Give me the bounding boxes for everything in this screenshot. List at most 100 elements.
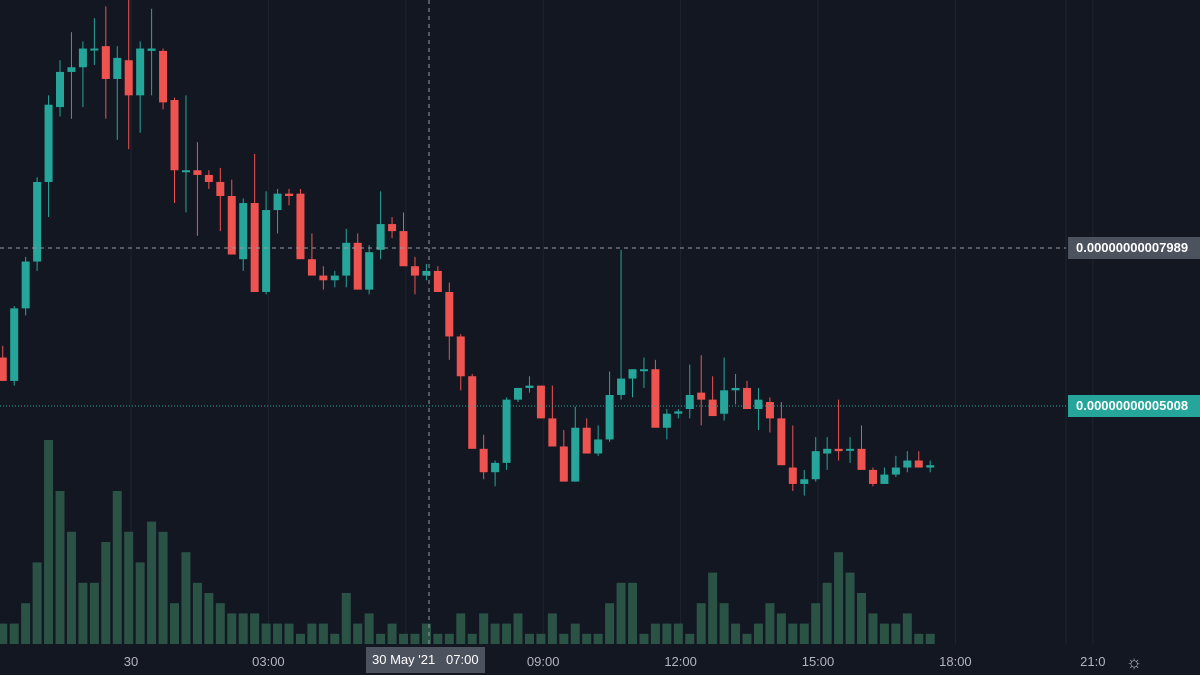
candle <box>617 249 626 400</box>
candle <box>330 270 339 288</box>
volume-bar <box>456 613 466 644</box>
volume-bar <box>891 623 901 644</box>
candle <box>914 451 923 468</box>
volume-bar <box>811 603 821 644</box>
candle <box>90 18 99 65</box>
volume-bar <box>273 623 283 644</box>
candle-body <box>113 57 122 79</box>
candle <box>857 425 866 470</box>
volume-bar <box>89 582 99 644</box>
gear-icon[interactable]: ☼ <box>1125 652 1143 672</box>
candle-body <box>216 181 225 196</box>
volume-bar <box>925 633 935 644</box>
x-tick-label: 30 <box>124 654 138 669</box>
candle-body <box>181 170 190 173</box>
volume-bar <box>101 542 111 644</box>
volume-bar <box>192 582 202 644</box>
volume-bar <box>261 623 271 644</box>
last-price-label: 0.00000000005008 <box>1068 395 1200 417</box>
candle <box>502 397 511 470</box>
candle-body <box>319 275 328 281</box>
candle-body <box>479 448 488 473</box>
candle-body <box>124 60 133 96</box>
volume-bar <box>673 623 683 644</box>
candle <box>124 0 133 150</box>
candle <box>903 451 912 473</box>
x-tick-label: 15:00 <box>802 654 835 669</box>
volume-bar <box>215 603 225 644</box>
candle <box>788 425 797 491</box>
candle <box>891 455 900 477</box>
candle-body <box>78 48 87 68</box>
candle-body <box>0 357 7 381</box>
candle <box>250 153 259 292</box>
volume-bar <box>582 633 592 644</box>
volume-bar <box>444 633 454 644</box>
candle-body <box>296 193 305 260</box>
candle-body <box>56 71 65 108</box>
candle <box>514 387 523 402</box>
volume-bar <box>44 440 54 644</box>
candle <box>548 385 557 447</box>
candle <box>823 437 832 470</box>
volume-bar <box>227 613 237 644</box>
candle <box>399 212 408 267</box>
volume-bar <box>376 633 386 644</box>
candle-body <box>514 387 523 400</box>
volume-bar <box>112 491 122 644</box>
x-tick-label: 21:0 <box>1080 654 1105 669</box>
volume-bar <box>868 613 878 644</box>
candle-body <box>754 399 763 410</box>
candle-body <box>743 387 752 410</box>
candle-body <box>548 418 557 447</box>
candle-body <box>731 387 740 391</box>
candle <box>67 32 76 119</box>
candle-body <box>456 336 465 377</box>
candle <box>388 217 397 239</box>
candle <box>101 6 110 119</box>
volume-bar <box>433 633 443 644</box>
candle <box>410 256 419 295</box>
candle-body <box>559 446 568 482</box>
candle-body <box>33 181 42 262</box>
candle <box>731 373 740 405</box>
candle-body <box>697 392 706 400</box>
candle <box>926 460 935 473</box>
candle-body <box>891 467 900 475</box>
volume-bar <box>490 623 500 644</box>
candle-body <box>662 413 671 428</box>
candle-body <box>468 376 477 449</box>
candle <box>285 188 294 206</box>
volume-bar <box>559 633 569 644</box>
candle-body <box>914 460 923 468</box>
candle-body <box>685 394 694 410</box>
candle <box>559 430 568 482</box>
candle <box>639 357 648 388</box>
candle-body <box>433 270 442 292</box>
candle-body <box>502 399 511 463</box>
crosshair-date: 30 May '21 <box>372 652 436 667</box>
candle <box>582 418 591 454</box>
candle-body <box>193 170 202 175</box>
candle-body <box>44 104 53 182</box>
candle <box>846 437 855 463</box>
volume-bar <box>902 613 912 644</box>
volume-bar <box>662 623 672 644</box>
grid-lines <box>130 0 1094 644</box>
candle <box>708 376 717 417</box>
candle <box>216 167 225 232</box>
candle <box>365 245 374 295</box>
candle <box>456 334 465 391</box>
volume-bar <box>410 633 420 644</box>
candle-body <box>868 469 877 484</box>
volume-bar <box>295 633 305 644</box>
volume-bar <box>616 582 626 644</box>
candle <box>479 434 488 480</box>
candle-body <box>10 308 19 381</box>
volume-bar <box>857 593 867 644</box>
volume-bar <box>513 613 523 644</box>
candle <box>307 233 316 276</box>
volume-bar <box>21 603 31 644</box>
